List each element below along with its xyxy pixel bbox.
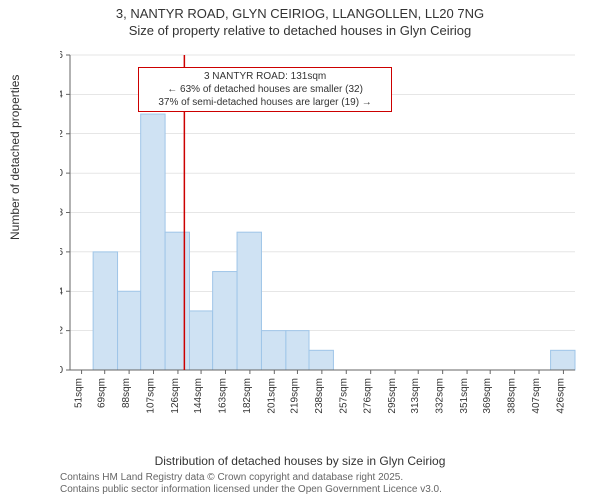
- svg-text:257sqm: 257sqm: [338, 378, 349, 414]
- svg-text:219sqm: 219sqm: [289, 378, 300, 414]
- annotation-line-2: ← 63% of detached houses are smaller (32…: [145, 83, 385, 96]
- title-line-1: 3, NANTYR ROAD, GLYN CEIRIOG, LLANGOLLEN…: [0, 6, 600, 23]
- svg-text:14: 14: [60, 89, 63, 100]
- svg-text:313sqm: 313sqm: [410, 378, 421, 414]
- svg-text:407sqm: 407sqm: [531, 378, 542, 414]
- annotation-line-1: 3 NANTYR ROAD: 131sqm: [145, 70, 385, 83]
- svg-text:4: 4: [60, 286, 63, 297]
- chart-container: 3, NANTYR ROAD, GLYN CEIRIOG, LLANGOLLEN…: [0, 0, 600, 500]
- svg-text:426sqm: 426sqm: [555, 378, 566, 414]
- annotation-line-3: 37% of semi-detached houses are larger (…: [145, 96, 385, 109]
- svg-text:163sqm: 163sqm: [217, 378, 228, 414]
- svg-text:388sqm: 388sqm: [507, 378, 518, 414]
- svg-text:351sqm: 351sqm: [459, 378, 470, 414]
- footer-line-2: Contains public sector information licen…: [60, 484, 442, 496]
- annotation-box: 3 NANTYR ROAD: 131sqm ← 63% of detached …: [138, 67, 392, 112]
- chart-title: 3, NANTYR ROAD, GLYN CEIRIOG, LLANGOLLEN…: [0, 0, 600, 40]
- svg-text:8: 8: [60, 208, 63, 219]
- svg-text:182sqm: 182sqm: [242, 378, 253, 414]
- svg-text:10: 10: [60, 168, 63, 179]
- svg-text:6: 6: [60, 247, 63, 258]
- svg-text:295sqm: 295sqm: [387, 378, 398, 414]
- svg-text:2: 2: [60, 326, 63, 337]
- footer-line-1: Contains HM Land Registry data © Crown c…: [60, 472, 442, 484]
- svg-text:276sqm: 276sqm: [363, 378, 374, 414]
- svg-text:369sqm: 369sqm: [482, 378, 493, 414]
- x-axis-label: Distribution of detached houses by size …: [0, 454, 600, 468]
- svg-text:16: 16: [60, 50, 63, 61]
- svg-text:0: 0: [60, 365, 63, 376]
- svg-text:107sqm: 107sqm: [146, 378, 157, 414]
- title-line-2: Size of property relative to detached ho…: [0, 23, 600, 40]
- svg-text:126sqm: 126sqm: [170, 378, 181, 414]
- svg-text:88sqm: 88sqm: [121, 378, 132, 408]
- svg-text:238sqm: 238sqm: [314, 378, 325, 414]
- svg-text:69sqm: 69sqm: [97, 378, 108, 408]
- footer-attribution: Contains HM Land Registry data © Crown c…: [60, 472, 442, 496]
- svg-text:12: 12: [60, 129, 63, 140]
- y-axis-label: Number of detached properties: [8, 75, 22, 240]
- svg-text:51sqm: 51sqm: [74, 378, 85, 408]
- svg-text:332sqm: 332sqm: [435, 378, 446, 414]
- svg-text:144sqm: 144sqm: [193, 378, 204, 414]
- svg-text:201sqm: 201sqm: [266, 378, 277, 414]
